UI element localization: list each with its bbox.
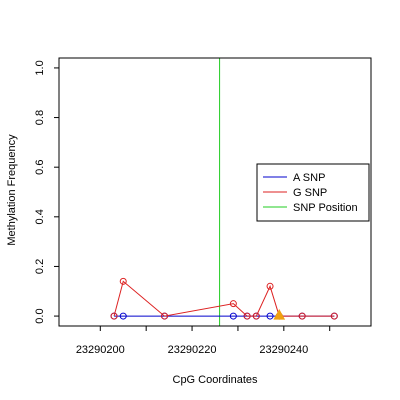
plot-layer — [110, 58, 338, 326]
g-snp-point — [243, 312, 251, 320]
legend-label: A SNP — [293, 172, 325, 184]
g-snp-point — [110, 312, 118, 320]
g-snp-line — [113, 280, 335, 317]
x-tick-label: 23290200 — [76, 344, 125, 356]
a-snp-point — [266, 312, 274, 320]
y-tick-label: 0.4 — [34, 209, 46, 224]
g-snp-point — [330, 312, 338, 320]
y-tick-label: 1.0 — [34, 60, 46, 75]
plot-frame — [58, 57, 372, 327]
snp-marker-triangle — [273, 309, 286, 320]
y-tick-label: 0.0 — [34, 308, 46, 323]
g-snp-point — [298, 312, 306, 320]
legend: A SNP G SNP SNP Position — [256, 163, 370, 222]
a-snp-point — [229, 312, 237, 320]
x-tick-label: 23290220 — [168, 344, 217, 356]
g-snp-point — [266, 282, 274, 290]
legend-label: SNP Position — [293, 202, 358, 214]
x-tick-label: 23290240 — [259, 344, 308, 356]
g-snp-point — [229, 300, 237, 308]
y-tick-label: 0.6 — [34, 160, 46, 175]
y-tick-label: 0.8 — [34, 110, 46, 125]
axis-layer: 0.0 0.2 0.4 0.6 0.8 1.0 23290200 23290220 232902… — [34, 57, 372, 356]
g-snp-point — [252, 312, 260, 320]
a-snp-point — [119, 312, 127, 320]
y-tick-label: 0.2 — [34, 259, 46, 274]
g-snp-point — [119, 277, 127, 285]
g-snp-point — [161, 312, 169, 320]
y-axis-label: Methylation Frequency — [6, 134, 18, 246]
x-axis-label: CpG Coordinates — [173, 374, 258, 386]
legend-label: G SNP — [293, 187, 327, 199]
